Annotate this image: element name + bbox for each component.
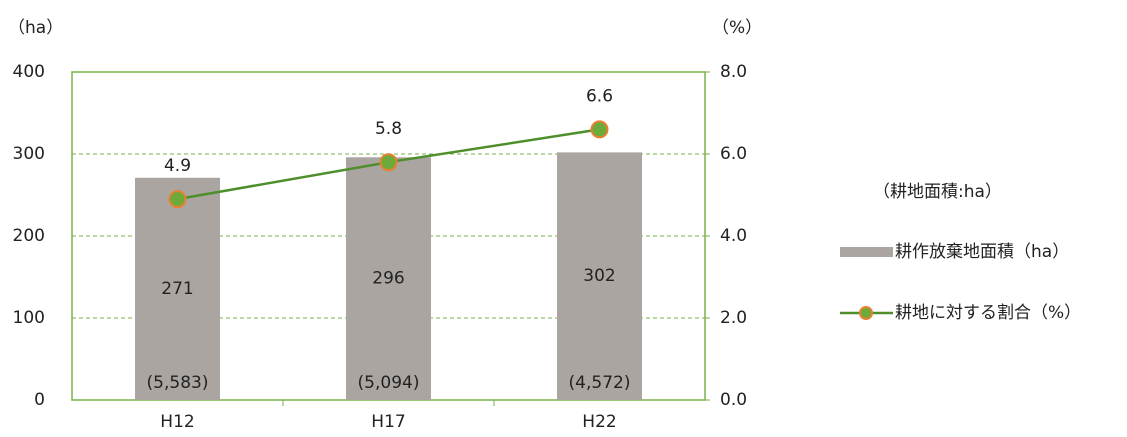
line-marker — [590, 120, 609, 139]
y2-tick-label: 6.0 — [720, 144, 747, 164]
category-note: (5,094) — [358, 373, 420, 393]
y-tick-label: 200 — [13, 226, 45, 246]
y2-tick-label: 4.0 — [720, 226, 747, 246]
y-tick-label: 0 — [34, 390, 45, 410]
y-tick-label: 400 — [13, 62, 45, 82]
line-marker — [168, 190, 187, 209]
line-marker — [379, 153, 398, 172]
category-note: (4,572) — [569, 373, 631, 393]
bar — [557, 152, 642, 400]
legend-marker — [859, 306, 873, 320]
bar-value-label: 302 — [583, 266, 615, 286]
y-axis-label: （ha） — [8, 18, 63, 38]
y2-tick-label: 2.0 — [720, 308, 747, 328]
y-tick-label: 300 — [13, 144, 45, 164]
x-tick-label: H12 — [160, 412, 194, 432]
line-value-label: 4.9 — [164, 156, 191, 176]
x-tick-label: H22 — [582, 412, 616, 432]
legend-swatch — [840, 247, 893, 257]
y2-tick-label: 0.0 — [720, 390, 747, 410]
bar — [346, 157, 431, 400]
y2-tick-label: 8.0 — [720, 62, 747, 82]
line-value-label: 6.6 — [586, 86, 613, 106]
legend-label: 耕地に対する割合（%） — [895, 303, 1081, 323]
bar-value-label: 296 — [372, 269, 404, 289]
y-tick-label: 100 — [13, 308, 45, 328]
y2-axis-label: （%） — [712, 18, 762, 38]
x-tick-label: H17 — [371, 412, 405, 432]
bar-value-label: 271 — [161, 279, 193, 299]
bar — [135, 177, 220, 400]
category-note: (5,583) — [147, 373, 209, 393]
line-value-label: 5.8 — [375, 119, 402, 139]
legend-note: （耕地面積:ha） — [873, 182, 1002, 202]
legend-label: 耕作放棄地面積（ha） — [895, 242, 1069, 262]
